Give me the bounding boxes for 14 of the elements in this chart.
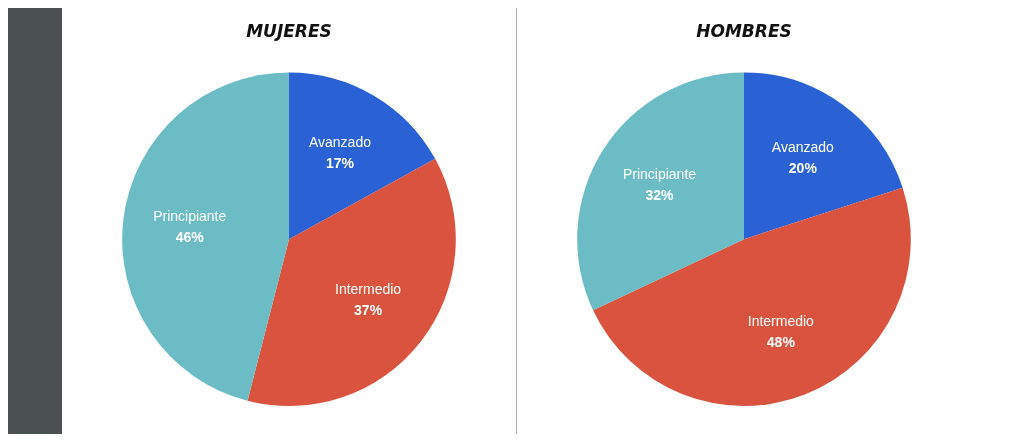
data-label: 20% [788,160,818,177]
slice-label: Intermedio [747,313,815,330]
slice-label: Intermedio [335,281,402,298]
data-label: 32% [645,187,675,204]
slice-label: Avanzado [308,133,372,150]
slice-label: Principiante [622,166,697,183]
chart-title: HOMBRES [696,20,792,41]
data-label: 46% [175,228,205,245]
slice-label: Principiante [153,207,227,224]
data-label: 48% [766,334,796,351]
data-label: 17% [325,154,355,171]
slice-label: Avanzado [771,139,835,156]
data-label: 37% [354,302,383,319]
chart-title: MUJERES [246,20,332,41]
